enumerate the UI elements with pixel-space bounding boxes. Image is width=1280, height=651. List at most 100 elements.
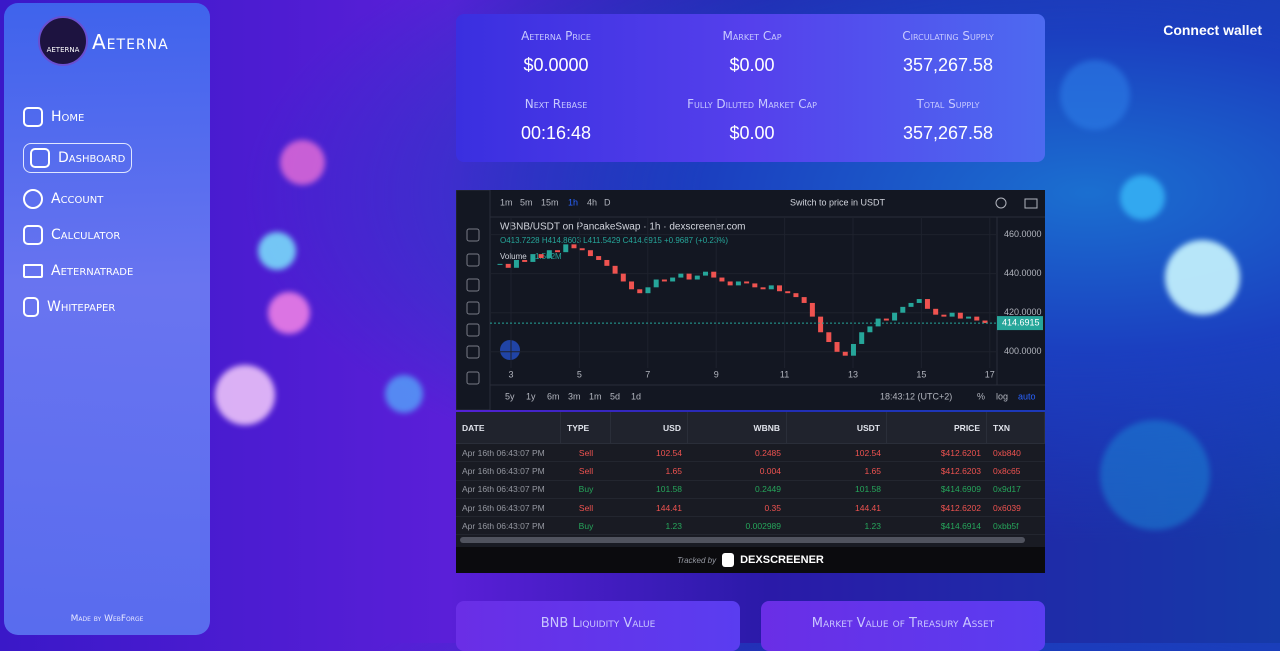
table-cell: 0.002989 bbox=[745, 520, 781, 531]
stat-value: 357,267.58 bbox=[902, 55, 994, 75]
bokeh bbox=[1060, 60, 1130, 130]
y-tick-label: 420.0000 bbox=[1004, 307, 1042, 317]
range-button[interactable]: 1m bbox=[589, 391, 602, 401]
switch-currency[interactable]: Switch to price in USDT bbox=[790, 197, 886, 207]
table-cell: 0x8c65 bbox=[993, 465, 1021, 476]
interval-button[interactable]: 1h bbox=[568, 197, 578, 207]
table-cell: Apr 16th 06:43:07 PM bbox=[462, 465, 545, 476]
liquidity-card: BNB Liquidity Value bbox=[456, 601, 740, 651]
camera-icon[interactable] bbox=[1024, 198, 1038, 209]
nav-label: Aeternatrade bbox=[51, 263, 134, 279]
table-cell: 144.41 bbox=[855, 502, 881, 513]
table-cell: Apr 16th 06:43:07 PM bbox=[462, 484, 545, 495]
range-button[interactable]: 1y bbox=[526, 391, 536, 401]
candle bbox=[538, 254, 544, 259]
nav-icon bbox=[23, 107, 43, 127]
nav-icon bbox=[23, 297, 39, 317]
candle bbox=[629, 281, 635, 290]
settings-icon[interactable] bbox=[995, 197, 1007, 209]
stats-card bbox=[456, 14, 1045, 162]
candle bbox=[620, 273, 626, 282]
candle bbox=[834, 342, 840, 352]
nav-item[interactable]: Aeternatrade bbox=[23, 259, 133, 283]
table-cell: 0.35 bbox=[764, 502, 781, 513]
tracked-bar: Tracked by DEXSCREENER bbox=[456, 547, 1045, 573]
candle bbox=[949, 312, 955, 317]
table-row: Apr 16th 06:43:07 PM Buy 101.58 0.2449 101.5… bbox=[456, 481, 1045, 499]
column-header: USD bbox=[611, 412, 688, 444]
nav-item[interactable]: Home bbox=[23, 105, 84, 129]
candle bbox=[867, 326, 873, 333]
stat: Circulating Supply 357,267.58 bbox=[850, 29, 1046, 76]
last-price-label: 414.6915 bbox=[1002, 317, 1040, 327]
table-row: Apr 16th 06:43:07 PM Sell 102.54 0.2485 102.… bbox=[456, 444, 1045, 463]
table-cell: Apr 16th 06:43:07 PM bbox=[462, 502, 545, 513]
x-tick-label: 15 bbox=[916, 369, 926, 379]
interval-button[interactable]: 4h bbox=[587, 197, 597, 207]
tool-icon bbox=[466, 371, 480, 385]
candle bbox=[645, 287, 651, 294]
scale-option[interactable]: log bbox=[996, 391, 1008, 401]
nav-item[interactable]: Calculator bbox=[23, 223, 120, 247]
bokeh bbox=[1100, 420, 1210, 530]
candle bbox=[826, 332, 832, 343]
candle bbox=[735, 281, 741, 286]
y-tick-label: 460.0000 bbox=[1004, 229, 1042, 239]
candle bbox=[768, 285, 774, 290]
x-tick-label: 9 bbox=[714, 369, 719, 379]
pair: WBNB/USDT on PancakeSwap · 1h · dexscree… bbox=[500, 222, 745, 233]
table-cell: 1.65 bbox=[665, 465, 682, 476]
stat-value: 357,267.58 bbox=[902, 123, 994, 143]
candle bbox=[818, 316, 824, 333]
interval-button[interactable]: D bbox=[604, 197, 611, 207]
table-cell: 102.54 bbox=[855, 447, 881, 458]
x-tick-label: 13 bbox=[848, 369, 858, 379]
range-button[interactable]: 5d bbox=[610, 391, 620, 401]
trades-table: DATE TYPE USD WBNB USDT PRICE TXN Apr 16th 06:… bbox=[456, 412, 1045, 547]
interval-button[interactable]: 15m bbox=[541, 197, 559, 207]
nav-item[interactable]: Whitepaper bbox=[23, 295, 115, 319]
ohlc: O413.7228 H414.8603 L411.5429 C414.6915 … bbox=[500, 236, 728, 245]
x-tick-label: 11 bbox=[780, 369, 789, 379]
candle bbox=[809, 302, 815, 317]
range-button[interactable]: 3m bbox=[568, 391, 581, 401]
scrollbar[interactable] bbox=[460, 537, 1025, 543]
range-button[interactable]: 6m bbox=[547, 391, 560, 401]
x-tick-label: 3 bbox=[508, 369, 513, 379]
candle bbox=[522, 259, 528, 262]
interval-button[interactable]: 5m bbox=[520, 197, 533, 207]
scale-option[interactable]: % bbox=[977, 391, 985, 401]
table-cell: 1.23 bbox=[864, 520, 881, 531]
scale-option[interactable]: auto bbox=[1018, 391, 1036, 401]
table-cell: Buy bbox=[578, 520, 594, 531]
bokeh bbox=[280, 140, 325, 185]
interval-button[interactable]: 1m bbox=[500, 197, 513, 207]
table-cell: Apr 16th 06:43:07 PM bbox=[462, 447, 545, 458]
candle bbox=[727, 281, 733, 286]
candle bbox=[752, 283, 758, 288]
table-cell: $414.6914 bbox=[940, 520, 981, 531]
range-button[interactable]: 1d bbox=[631, 391, 641, 401]
card-label: Market Value of Treasury Asset bbox=[811, 616, 995, 631]
stat-value: $0.00 bbox=[729, 123, 775, 143]
stat-label: Fully Diluted Market Cap bbox=[687, 97, 817, 111]
connect-wallet[interactable]: Connect wallet bbox=[1163, 22, 1262, 38]
candle bbox=[916, 299, 922, 303]
candle bbox=[587, 250, 593, 257]
range-button[interactable]: 5y bbox=[505, 391, 515, 401]
nav-item[interactable]: Dashboard bbox=[23, 143, 133, 173]
nav-label: Account bbox=[51, 191, 104, 207]
stat-label: Total Supply bbox=[916, 97, 980, 111]
table-cell: Sell bbox=[578, 502, 594, 513]
candle bbox=[653, 279, 659, 288]
stat: Fully Diluted Market Cap $0.00 bbox=[654, 97, 850, 144]
candle bbox=[850, 343, 856, 356]
candle bbox=[612, 265, 618, 274]
table-cell: 1.23 bbox=[665, 520, 682, 531]
tool-icon bbox=[466, 323, 480, 337]
x-tick-label: 5 bbox=[577, 369, 582, 379]
nav-item[interactable]: Account bbox=[23, 187, 103, 211]
candle bbox=[579, 248, 585, 251]
nav-icon bbox=[23, 189, 43, 209]
table-cell: 144.41 bbox=[656, 502, 682, 513]
